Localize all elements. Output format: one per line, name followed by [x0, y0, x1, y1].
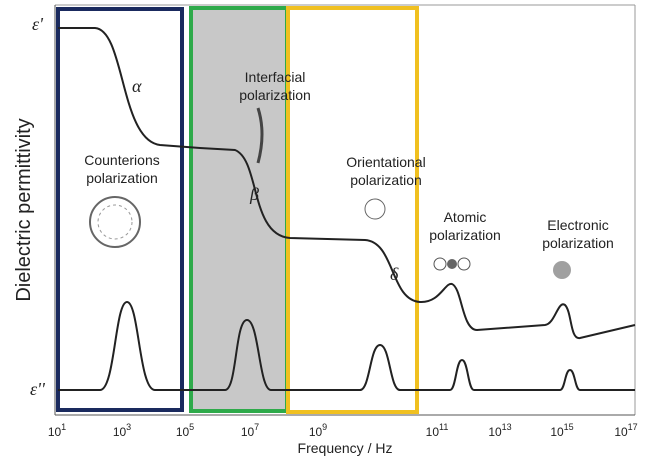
- annotation: Interfacial: [245, 69, 306, 85]
- x-tick-label: 1013: [488, 422, 511, 439]
- y-top-label: ε': [32, 14, 44, 34]
- x-tick-label: 1015: [550, 422, 573, 439]
- x-tick-label: 105: [176, 422, 194, 439]
- x-tick-label: 107: [241, 422, 259, 439]
- x-tick-label: 1011: [426, 422, 449, 439]
- tick-base: 10: [113, 425, 127, 439]
- annotation: polarization: [429, 227, 501, 243]
- x-tick-label: 109: [309, 422, 327, 439]
- tick-base: 10: [550, 425, 564, 439]
- y-bottom-label: ε'': [30, 379, 46, 399]
- x-tick-label: 103: [113, 422, 131, 439]
- tick-base: 10: [48, 425, 62, 439]
- tick-exponent: 15: [564, 422, 574, 432]
- relaxation-label: δ: [390, 264, 399, 284]
- tick-base: 10: [309, 425, 323, 439]
- tick-exponent: 9: [322, 422, 327, 432]
- annotation: polarization: [86, 170, 158, 186]
- x-axis-title: Frequency / Hz: [298, 440, 393, 456]
- y-axis-title: Dielectric permittivity: [13, 118, 35, 301]
- annotation: polarization: [350, 172, 422, 188]
- relaxation-label: α: [132, 76, 142, 96]
- tick-base: 10: [426, 425, 440, 439]
- annotation: polarization: [542, 235, 614, 251]
- tick-base: 10: [488, 425, 502, 439]
- tick-exponent: 13: [502, 422, 512, 432]
- tick-exponent: 5: [189, 422, 194, 432]
- annotation: polarization: [239, 87, 311, 103]
- x-tick-label: 1017: [614, 422, 637, 439]
- annotation: Counterions: [84, 152, 160, 168]
- tick-exponent: 7: [254, 422, 259, 432]
- tick-base: 10: [176, 425, 190, 439]
- diagram: Dielectric permittivity ε' ε'' Frequency…: [0, 0, 651, 461]
- annotation: Atomic: [444, 209, 487, 225]
- icons: [90, 108, 571, 279]
- tick-base: 10: [241, 425, 255, 439]
- annotation: Orientational: [346, 154, 425, 170]
- orientational-box: [288, 8, 417, 412]
- tick-exponent: 1: [61, 422, 66, 432]
- tick-base: 10: [614, 425, 628, 439]
- relaxation-label: β: [249, 184, 259, 204]
- tick-exponent: 11: [439, 422, 448, 432]
- tick-exponent: 3: [126, 422, 131, 432]
- loss-curve: [58, 302, 635, 390]
- tick-exponent: 17: [628, 422, 638, 432]
- annotation: Electronic: [547, 217, 608, 233]
- x-tick-label: 101: [48, 422, 66, 439]
